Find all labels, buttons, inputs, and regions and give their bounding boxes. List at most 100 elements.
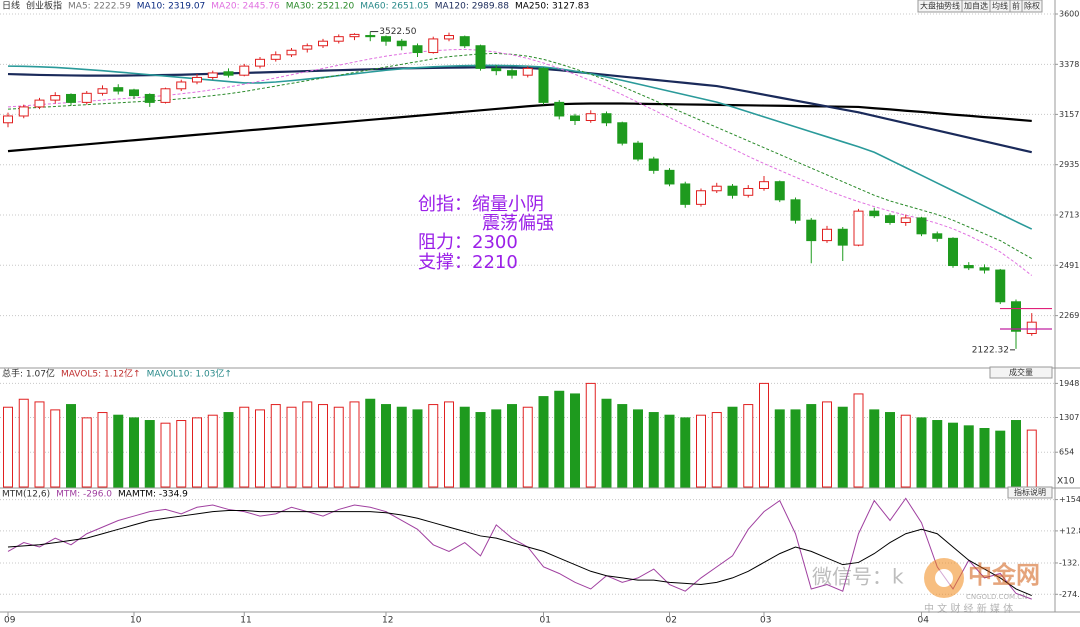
candle-body xyxy=(475,45,486,69)
volume-bar xyxy=(711,412,722,488)
panel-button[interactable] xyxy=(1007,486,1053,499)
panel-button[interactable] xyxy=(989,366,1053,379)
volume-bar xyxy=(34,401,45,488)
watermark-logo-inner xyxy=(935,569,953,587)
candle-body xyxy=(948,237,958,267)
volume-bar xyxy=(381,404,391,488)
volume-bar xyxy=(239,406,250,488)
volume-bar xyxy=(522,406,533,488)
volume-bar xyxy=(286,406,297,488)
candle-body xyxy=(885,215,895,223)
volume-bar xyxy=(822,401,832,488)
legend-entry: 日线 xyxy=(2,0,20,12)
candle-body xyxy=(774,181,785,201)
volume-bar xyxy=(223,412,234,488)
volume-bar xyxy=(1026,429,1037,488)
series-line xyxy=(7,64,1033,230)
volume-bar xyxy=(66,404,76,488)
candle-body xyxy=(207,72,218,78)
toolbar-button-label: 均线 xyxy=(992,1,1008,11)
y-tick-label: +154.7 xyxy=(1059,495,1080,504)
volume-bar xyxy=(459,406,470,488)
toolbar-button[interactable] xyxy=(1021,0,1043,13)
candle-body xyxy=(554,101,565,117)
candle-body xyxy=(239,65,250,76)
candle-body xyxy=(932,233,943,239)
candle-body xyxy=(144,93,155,103)
volume-bar xyxy=(144,420,155,488)
series-line xyxy=(7,497,1032,600)
legend-entry: 创业板指 xyxy=(26,0,62,12)
watermark-wechat: 微信号：k xyxy=(812,565,904,589)
series-line xyxy=(7,66,1032,154)
candle-body xyxy=(617,122,628,144)
candle-body xyxy=(428,38,439,54)
candle-body xyxy=(633,142,643,160)
volume-bar xyxy=(853,393,864,488)
volume-bar xyxy=(554,390,565,488)
x-tick-label: 03 xyxy=(760,616,771,626)
candle-body xyxy=(365,35,376,38)
candle-body xyxy=(711,185,722,192)
volume-bar xyxy=(664,414,675,488)
legend-entry: MA30: 2521.20 xyxy=(286,2,355,12)
candle-body xyxy=(585,113,596,122)
candle-body xyxy=(318,40,328,47)
volume-bar xyxy=(932,420,943,488)
max-label: 3522.50 xyxy=(379,27,416,37)
volume-bar xyxy=(97,412,108,488)
legend-entry: MAVOL10: 1.03亿↑ xyxy=(147,368,232,380)
volume-bar xyxy=(869,409,880,488)
volume-bar xyxy=(365,398,376,488)
volume-bar xyxy=(270,404,281,488)
y-tick-label: 2713 xyxy=(1059,210,1079,219)
volume-bar xyxy=(885,412,895,488)
toolbar-button-label: 前 xyxy=(1012,1,1020,11)
legend-entry: MAVOL5: 1.12亿↑ xyxy=(61,368,141,380)
candle-body xyxy=(412,45,423,54)
x-tick-label: 11 xyxy=(240,616,251,626)
candle-body xyxy=(459,36,470,47)
x-tick-label: 09 xyxy=(4,616,16,626)
volume-bar xyxy=(963,425,974,488)
candle-body xyxy=(97,88,108,94)
volume-bar xyxy=(1011,420,1021,488)
candle-body xyxy=(444,35,454,40)
volume-bar xyxy=(18,398,29,488)
legend-entry: MA10: 2319.07 xyxy=(137,2,205,12)
y-tick-label: 3157 xyxy=(1059,110,1079,119)
y-tick-label: 2491 xyxy=(1059,261,1079,270)
x-tick-label: 12 xyxy=(382,616,393,626)
candle-body xyxy=(81,92,92,103)
candle-body xyxy=(837,228,848,246)
volume-bar xyxy=(790,409,801,488)
y-tick-label: 1307 xyxy=(1059,413,1079,422)
volume-bar xyxy=(727,406,738,488)
volume-bar xyxy=(396,406,407,488)
volume-bar xyxy=(774,409,785,488)
candle-body xyxy=(286,49,297,56)
watermark: 微信号：k 中金网 CNGOLD.COM.CN 中 文 财 经 新 媒 体 xyxy=(812,558,1040,615)
toolbar-button-label: 加自选 xyxy=(964,1,988,11)
volume-bar xyxy=(444,401,454,488)
volume-bar xyxy=(333,406,344,488)
volume-bar xyxy=(160,422,171,488)
watermark-site: CNGOLD.COM.CN xyxy=(966,593,1027,601)
volume-bar xyxy=(192,417,202,488)
volume-bar xyxy=(759,382,769,488)
volume-bar xyxy=(428,404,439,488)
legend-entry: MTM(12,6) xyxy=(2,490,50,500)
candle-body xyxy=(50,95,61,101)
volume-bar xyxy=(680,417,691,488)
candle-body xyxy=(963,265,974,269)
volume-bar xyxy=(806,404,817,488)
candle-body xyxy=(270,54,281,60)
legend-background xyxy=(0,369,600,379)
candle-body xyxy=(491,67,502,72)
candle-body xyxy=(822,228,832,242)
y-tick-label: 2269 xyxy=(1059,311,1079,320)
legend-entry: MA120: 2989.88 xyxy=(435,2,509,12)
candle-body xyxy=(223,71,234,76)
candle-body xyxy=(1011,301,1021,332)
level-label: 支撑：2210 xyxy=(418,252,518,273)
